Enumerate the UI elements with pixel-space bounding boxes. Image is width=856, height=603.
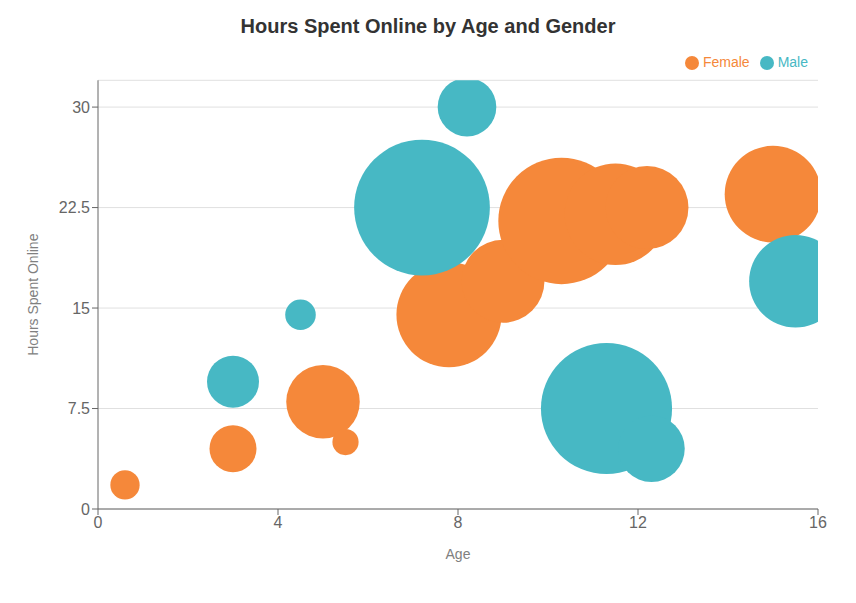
svg-text:0: 0 <box>94 514 103 531</box>
svg-text:7.5: 7.5 <box>68 400 90 417</box>
svg-text:4: 4 <box>274 514 283 531</box>
html-text:Female: Female <box>703 54 750 70</box>
svg-text:Age: Age <box>446 546 471 562</box>
svg-text:12: 12 <box>629 514 647 531</box>
svg-text:30: 30 <box>72 99 90 116</box>
html-text:Hours Spent Online by Age and: Hours Spent Online by Age and Gender <box>240 15 616 37</box>
svg-text:0: 0 <box>81 501 90 518</box>
svg-text:15: 15 <box>72 300 90 317</box>
svg-text:22.5: 22.5 <box>59 199 90 216</box>
svg-text:8: 8 <box>454 514 463 531</box>
html-text:Male: Male <box>777 54 808 70</box>
svg-text:Hours Spent Online: Hours Spent Online <box>25 233 41 355</box>
svg-text:16: 16 <box>809 514 827 531</box>
